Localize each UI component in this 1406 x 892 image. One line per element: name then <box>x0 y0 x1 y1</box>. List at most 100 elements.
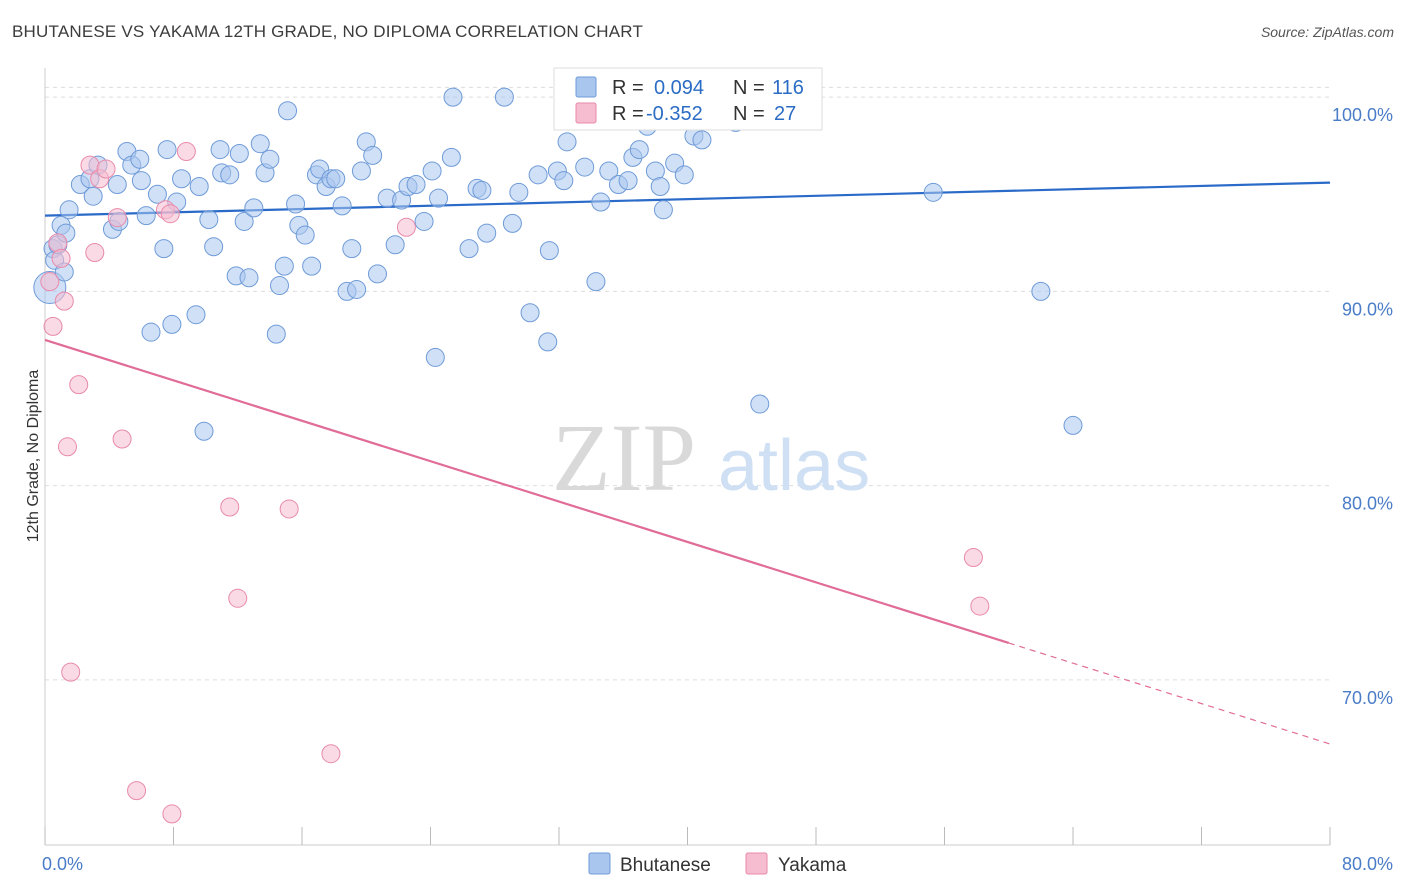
point-bhutanese-56 <box>332 196 352 216</box>
point-bhutanese-38 <box>239 268 259 288</box>
point-bhutanese-18 <box>131 171 151 191</box>
point-bhutanese-113 <box>1031 281 1051 301</box>
point-bhutanese-92 <box>599 161 619 181</box>
point-bhutanese-10 <box>83 186 103 206</box>
point-bhutanese-50 <box>302 256 322 276</box>
point-yakama-18 <box>176 142 196 162</box>
source-label: Source: ZipAtlas.com <box>1260 24 1394 40</box>
point-bhutanese-21 <box>147 184 167 204</box>
legend-swatch-bhutanese <box>575 76 597 98</box>
point-yakama-9 <box>85 243 105 263</box>
point-bhutanese-63 <box>367 264 387 284</box>
legend-n-value-2: 27 <box>774 103 796 125</box>
point-yakama-17 <box>162 804 182 824</box>
point-yakama-3 <box>51 248 71 268</box>
point-bhutanese-68 <box>406 175 426 195</box>
watermark-atlas: atlas <box>718 426 870 506</box>
point-yakama-19 <box>220 497 240 517</box>
point-yakama-24 <box>963 548 983 568</box>
point-bhutanese-7 <box>59 200 79 220</box>
series-legend-yakama: Yakama <box>778 855 847 876</box>
series-legend-bhutanese: Bhutanese <box>620 855 711 876</box>
point-bhutanese-19 <box>136 206 156 226</box>
point-bhutanese-65 <box>385 235 405 255</box>
trend-line-bhutanese <box>44 181 1331 217</box>
point-bhutanese-100 <box>653 200 673 220</box>
point-bhutanese-74 <box>443 87 463 107</box>
point-bhutanese-83 <box>528 165 548 185</box>
stats-legend: R = 0.094 N = 116 R = -0.352 N = 27 <box>553 67 823 131</box>
point-bhutanese-44 <box>266 324 286 344</box>
stats-legend-box <box>553 67 823 131</box>
legend-r-value-2: -0.352 <box>646 103 703 125</box>
legend-n-label-2: N = <box>733 103 765 125</box>
point-bhutanese-26 <box>172 169 192 189</box>
series-legend: Bhutanese Yakama <box>588 852 847 876</box>
legend-swatch-yakama <box>575 102 597 124</box>
point-bhutanese-60 <box>351 161 371 181</box>
point-bhutanese-99 <box>650 176 670 196</box>
point-bhutanese-23 <box>157 140 177 160</box>
trend-line-yakama-extension <box>1008 642 1331 745</box>
x-tick-label-1: 80.0% <box>1342 854 1393 874</box>
y-tick-labels: 70.0% 80.0% 90.0% 100.0% <box>1332 105 1393 708</box>
point-yakama-13 <box>112 429 132 449</box>
point-bhutanese-71 <box>429 188 449 208</box>
point-bhutanese-24 <box>162 314 182 334</box>
point-yakama-0 <box>40 272 60 292</box>
point-bhutanese-13 <box>107 175 127 195</box>
point-bhutanese-75 <box>459 239 479 259</box>
legend-n-label-1: N = <box>733 77 765 99</box>
point-yakama-4 <box>54 291 74 311</box>
point-bhutanese-73 <box>441 147 461 167</box>
point-bhutanese-20 <box>141 322 161 342</box>
point-bhutanese-70 <box>422 161 442 181</box>
point-bhutanese-27 <box>186 305 206 325</box>
point-yakama-11 <box>96 159 116 179</box>
point-bhutanese-45 <box>274 256 294 276</box>
axes <box>44 68 1331 846</box>
legend-r-label-1: R = <box>612 77 644 99</box>
point-bhutanese-79 <box>494 87 514 107</box>
point-yakama-16 <box>160 204 180 224</box>
point-bhutanese-91 <box>591 192 611 212</box>
point-bhutanese-59 <box>347 279 367 299</box>
point-bhutanese-114 <box>1063 415 1083 435</box>
point-bhutanese-77 <box>472 180 492 200</box>
point-bhutanese-47 <box>286 194 306 214</box>
point-bhutanese-85 <box>539 241 559 261</box>
y-tick-label-0: 70.0% <box>1342 688 1393 708</box>
point-bhutanese-87 <box>554 171 574 191</box>
point-bhutanese-81 <box>509 182 529 202</box>
y-tick-label-2: 90.0% <box>1342 299 1393 319</box>
point-yakama-20 <box>228 588 248 608</box>
point-bhutanese-58 <box>342 239 362 259</box>
legend-r-label-2: R = <box>612 103 644 125</box>
point-bhutanese-90 <box>586 272 606 292</box>
point-bhutanese-46 <box>278 101 298 121</box>
point-bhutanese-102 <box>674 165 694 185</box>
scatter-points <box>33 87 1083 824</box>
point-bhutanese-49 <box>295 225 315 245</box>
point-bhutanese-22 <box>154 239 174 259</box>
point-bhutanese-34 <box>220 165 240 185</box>
point-bhutanese-84 <box>538 332 558 352</box>
point-bhutanese-32 <box>210 140 230 160</box>
x-tick-label-0: 0.0% <box>42 854 83 874</box>
point-yakama-14 <box>127 781 147 801</box>
point-bhutanese-62 <box>363 145 383 165</box>
y-tick-label-1: 80.0% <box>1342 494 1393 514</box>
point-bhutanese-80 <box>502 213 522 233</box>
point-bhutanese-42 <box>260 149 280 169</box>
point-bhutanese-30 <box>199 210 219 230</box>
point-bhutanese-28 <box>189 176 209 196</box>
point-yakama-7 <box>69 375 89 395</box>
point-bhutanese-55 <box>326 169 346 189</box>
point-bhutanese-40 <box>250 134 270 154</box>
trend-line-yakama <box>44 338 1010 645</box>
y-tick-label-3: 100.0% <box>1332 105 1393 125</box>
legend-n-value-1: 116 <box>772 77 804 99</box>
point-yakama-21 <box>279 499 299 519</box>
watermark-zip: ZIP <box>552 404 696 511</box>
